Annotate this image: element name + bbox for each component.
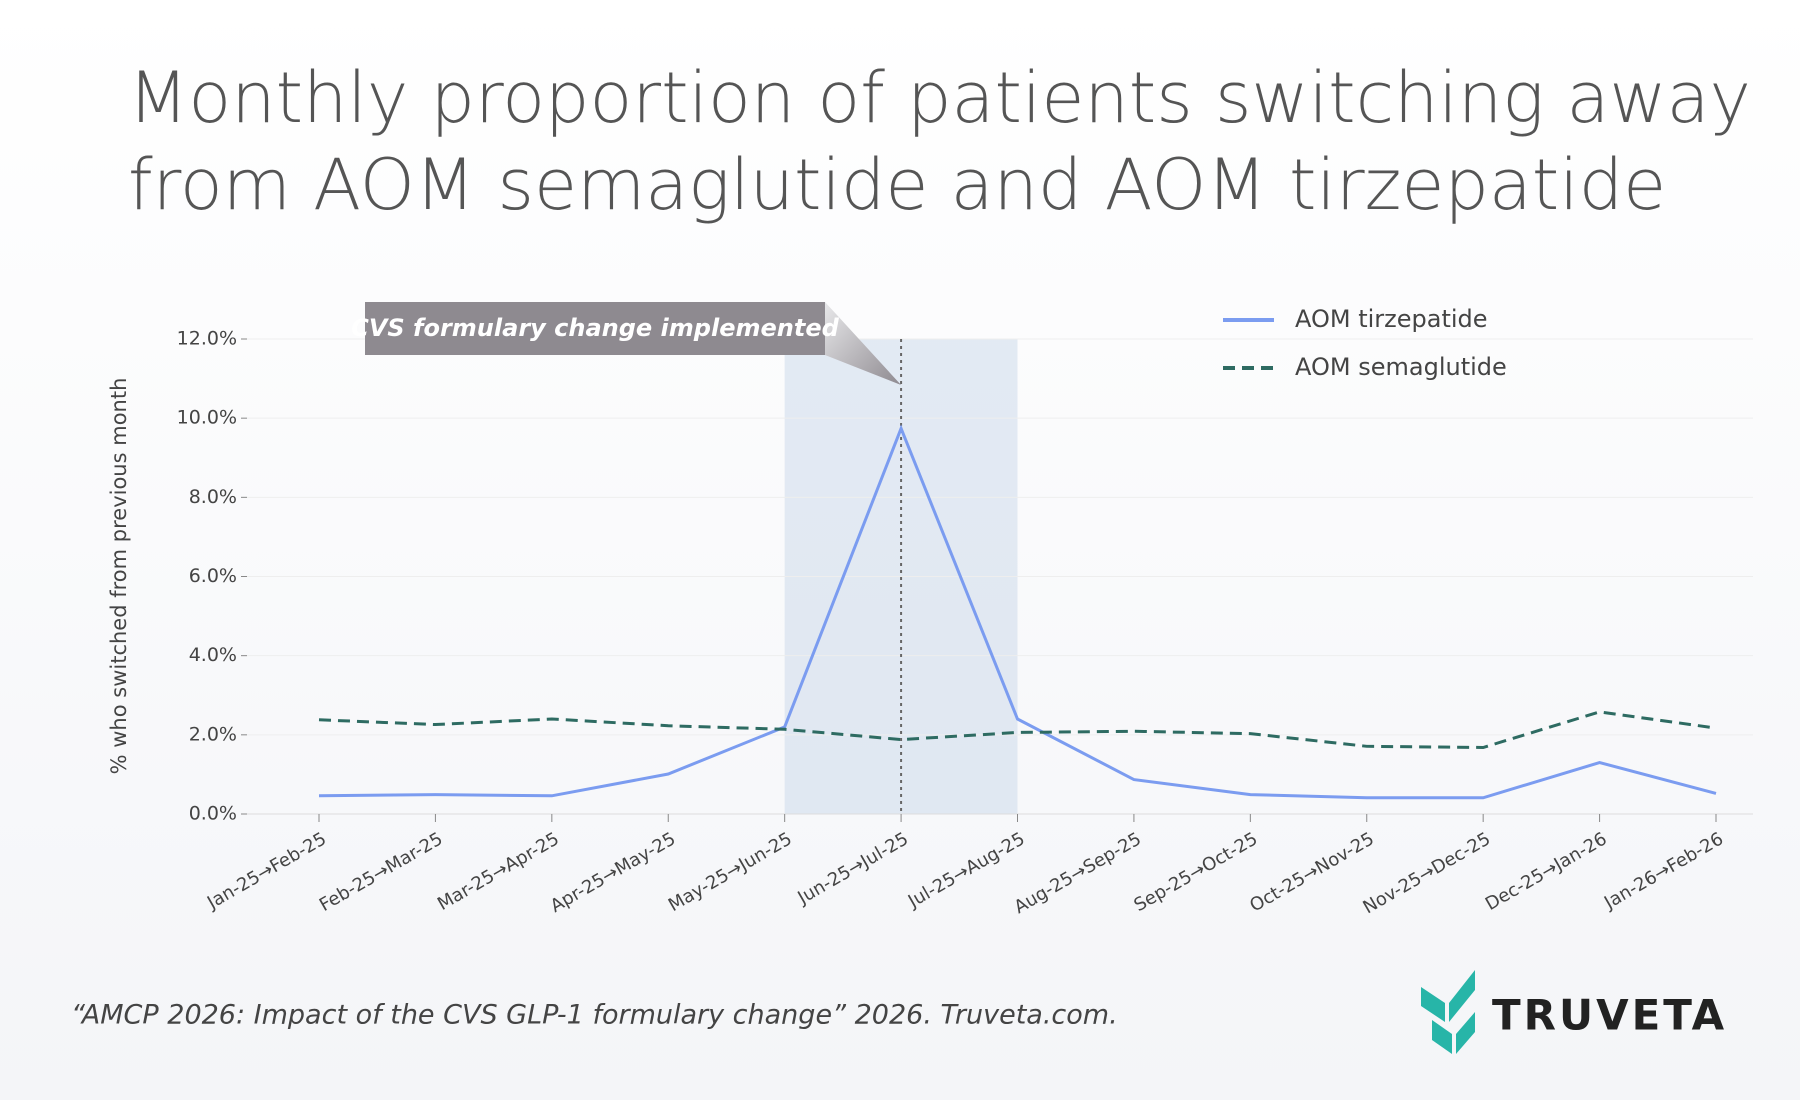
annotation-pointer	[825, 302, 902, 385]
x-tick-label: Mar-25→Apr-25	[434, 828, 563, 915]
x-tick-label: Feb-25→Mar-25	[316, 828, 446, 915]
legend-label: AOM semaglutide	[1295, 353, 1507, 381]
series-line	[318, 424, 1717, 800]
y-axis-label: % who switched from previous month	[107, 378, 131, 775]
x-tick-label: Sep-25→Oct-25	[1131, 828, 1262, 916]
annotation: CVS formulary change implemented	[351, 314, 839, 342]
y-tick-label: 6.0%	[189, 565, 237, 587]
x-tick-label: Dec-25→Jan-26	[1482, 828, 1611, 914]
series-line	[318, 710, 1717, 750]
x-tick-label: Oct-25→Nov-25	[1246, 828, 1377, 916]
x-tick-label: Jan-25→Feb-25	[203, 828, 330, 913]
logo-icon	[1421, 970, 1475, 1054]
x-tick-label: Apr-25→May-25	[547, 828, 679, 917]
y-tick-label: 8.0%	[189, 486, 237, 508]
title-line: from AOM semaglutide and AOM tirzepatide	[128, 144, 1666, 226]
y-tick-label: 4.0%	[189, 644, 237, 666]
x-tick-label: Aug-25→Sep-25	[1011, 828, 1145, 918]
y-tick-label: 10.0%	[177, 407, 237, 429]
x-tick-label: Jun-25→Jul-25	[794, 828, 913, 909]
logo: TRUVETA	[1492, 991, 1727, 1040]
y-tick-label: 0.0%	[189, 803, 237, 825]
y-tick-label: 12.0%	[177, 328, 237, 350]
x-tick-label: Nov-25→Dec-25	[1360, 828, 1495, 918]
title-line: Monthly proportion of patients switching…	[128, 57, 1751, 139]
x-tick-label: Jan-26→Feb-26	[1600, 828, 1727, 913]
legend-label: AOM tirzepatide	[1295, 305, 1488, 333]
y-tick-label: 2.0%	[189, 723, 237, 745]
source: “AMCP 2026: Impact of the CVS GLP-1 form…	[71, 1000, 1118, 1031]
x-tick-label: May-25→Jun-25	[665, 828, 796, 916]
annotation-box	[365, 302, 825, 355]
